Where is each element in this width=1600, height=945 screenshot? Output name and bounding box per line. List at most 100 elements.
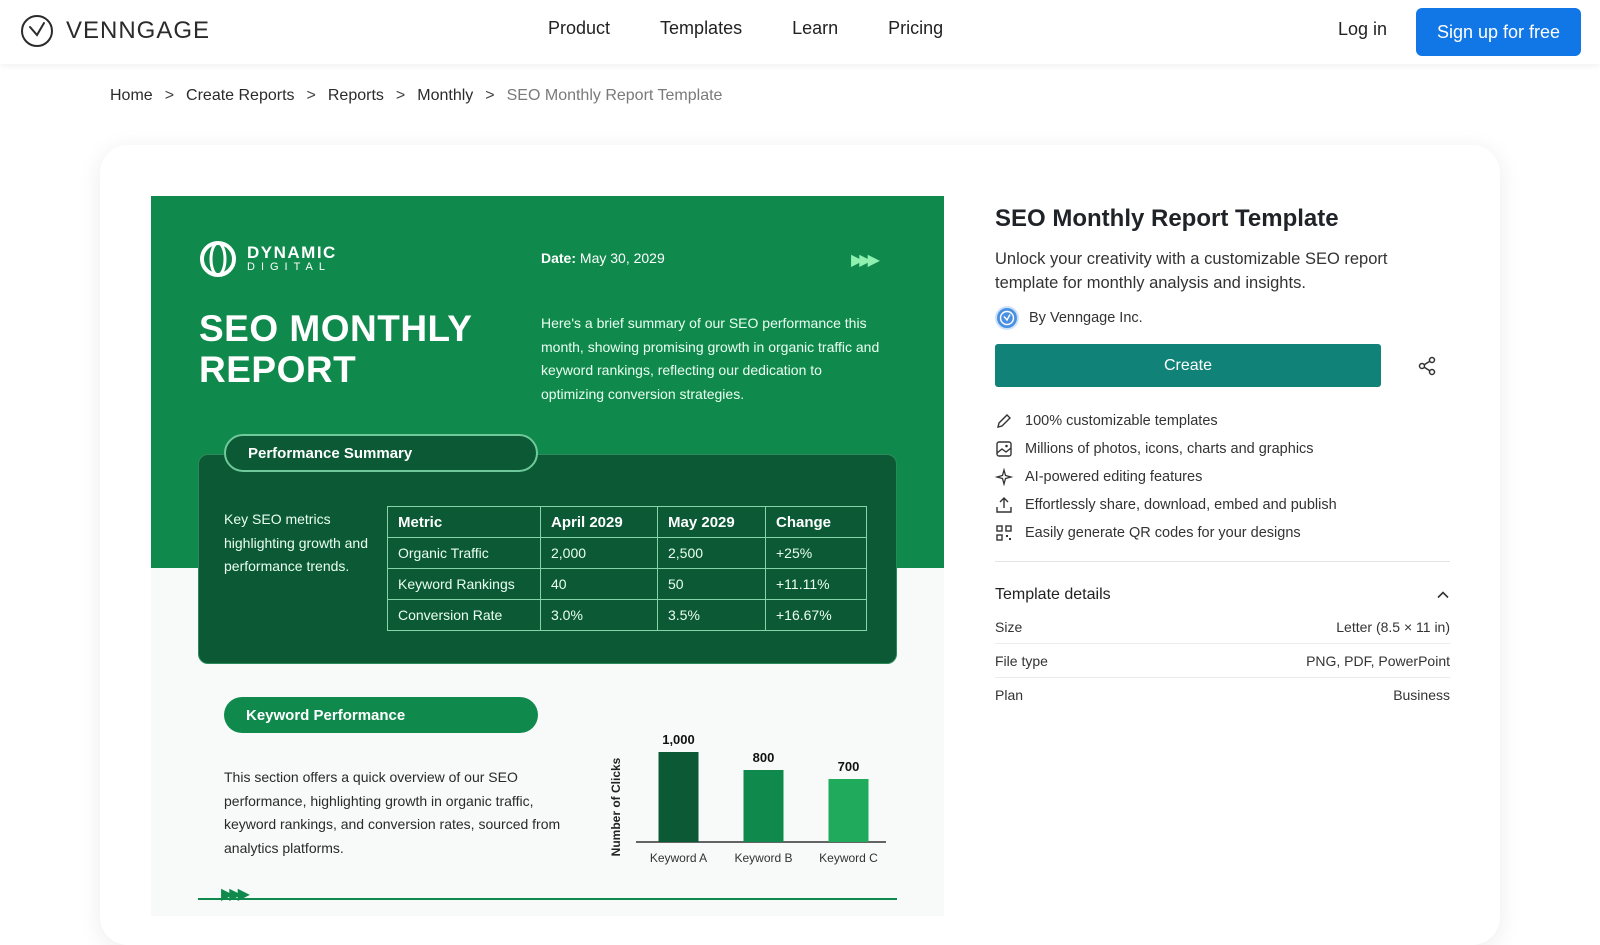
sparkle-icon: [995, 468, 1013, 486]
metrics-table: Metric April 2029 May 2029 Change Organi…: [387, 506, 867, 631]
preview-title-line1: SEO MONTHLY: [199, 308, 473, 349]
detail-label: Plan: [995, 687, 1024, 703]
template-details-title: Template details: [995, 586, 1111, 603]
breadcrumb-reports[interactable]: Reports: [327, 87, 384, 104]
chart-bar: [658, 752, 699, 842]
table-header: April 2029: [540, 506, 658, 538]
preview-arrows-icon: ▶▶▶: [851, 252, 880, 269]
venngage-avatar-icon: [999, 310, 1015, 326]
breadcrumb-current: SEO Monthly Report Template: [506, 87, 723, 104]
breadcrumb-monthly[interactable]: Monthly: [417, 87, 474, 104]
detail-row-plan: Plan Business: [995, 678, 1450, 712]
breadcrumb-create-reports[interactable]: Create Reports: [186, 87, 295, 104]
detail-row-size: Size Letter (8.5 × 11 in): [995, 610, 1450, 644]
template-details-toggle[interactable]: Template details: [995, 586, 1450, 604]
table-cell: 3.0%: [540, 599, 658, 631]
template-preview[interactable]: DYNAMIC DIGITAL Date: May 30, 2029 ▶▶▶ S…: [151, 196, 944, 916]
feature-text: Millions of photos, icons, charts and gr…: [1025, 441, 1314, 457]
table-cell: 2,000: [540, 537, 658, 569]
breadcrumb-separator: >: [395, 87, 406, 104]
keyword-performance-text: This section offers a quick overview of …: [224, 769, 561, 856]
template-title: SEO Monthly Report Template: [995, 205, 1339, 232]
detail-label: Size: [995, 618, 1023, 635]
signup-button[interactable]: Sign up for free: [1416, 8, 1581, 56]
list-item: Millions of photos, icons, charts and gr…: [995, 435, 1450, 463]
preview-date-label: Date:: [541, 250, 577, 266]
list-item: AI-powered editing features: [995, 463, 1450, 491]
table-cell: 50: [657, 568, 766, 600]
list-item: Effortlessly share, download, embed and …: [995, 491, 1450, 519]
action-row: Create: [995, 344, 1450, 387]
feature-text: 100% customizable templates: [1025, 413, 1218, 429]
preview-brand-line2: DIGITAL: [247, 261, 331, 273]
detail-value: Letter (8.5 × 11 in): [1336, 618, 1450, 635]
table-cell: 3.5%: [657, 599, 766, 631]
table-row: Organic Traffic 2,000 2,500 +25%: [387, 537, 867, 569]
preview-date-value: May 30, 2029: [579, 250, 665, 266]
venngage-logo[interactable]: VENNGAGE: [20, 14, 210, 48]
table-row: Conversion Rate 3.0% 3.5% +16.67%: [387, 599, 867, 631]
top-navigation-bar: VENNGAGE Product Templates Learn Pricing…: [0, 0, 1600, 64]
detail-row-file-type: File type PNG, PDF, PowerPoint: [995, 644, 1450, 678]
detail-label: File type: [995, 652, 1048, 669]
preview-brand: DYNAMIC DIGITAL: [199, 240, 337, 278]
chart-value-label: 800: [753, 750, 775, 765]
table-header: Metric: [387, 506, 541, 538]
table-row: Keyword Rankings 40 50 +11.11%: [387, 568, 867, 600]
performance-summary-text: Key SEO metrics highlighting growth and …: [224, 511, 368, 574]
breadcrumb-separator: >: [485, 87, 495, 104]
nav-learn[interactable]: Learn: [792, 18, 839, 38]
feature-text: Effortlessly share, download, embed and …: [1025, 497, 1337, 513]
template-author[interactable]: By Venngage Inc.: [995, 306, 1450, 330]
performance-summary-heading: Performance Summary: [224, 434, 538, 472]
breadcrumb-separator: >: [164, 87, 175, 104]
preview-divider: [198, 898, 897, 900]
keyword-performance-heading: Keyword Performance: [224, 697, 538, 733]
nav-pricing[interactable]: Pricing: [888, 18, 944, 38]
list-item: Easily generate QR codes for your design…: [995, 519, 1450, 547]
table-header: May 2029: [657, 506, 766, 538]
preview-date: Date: May 30, 2029: [541, 250, 665, 266]
create-button[interactable]: Create: [995, 344, 1381, 387]
table-cell: +16.67%: [765, 599, 867, 631]
brand-wordmark: VENNGAGE: [66, 17, 211, 44]
detail-value: Business: [1393, 687, 1450, 703]
template-details-list: Size Letter (8.5 × 11 in) File type PNG,…: [995, 610, 1450, 712]
divider: [995, 561, 1450, 562]
dynamic-digital-logo-icon: [200, 241, 236, 277]
chevron-up-icon: [1437, 591, 1449, 599]
chart-value-label: 700: [838, 759, 860, 774]
chart-y-axis-label: Number of Clicks: [609, 757, 623, 856]
pencil-icon: [995, 412, 1013, 430]
template-info-panel: SEO Monthly Report Template Unlock your …: [995, 205, 1450, 712]
share-icon[interactable]: [1415, 354, 1439, 378]
chart-value-label: 1,000: [662, 732, 695, 747]
nav-product[interactable]: Product: [548, 18, 611, 38]
list-item: 100% customizable templates: [995, 407, 1450, 435]
breadcrumb-home[interactable]: Home: [110, 87, 153, 104]
main-nav: Product Templates Learn Pricing: [548, 18, 943, 39]
feature-text: AI-powered editing features: [1025, 469, 1203, 485]
table-cell: 2,500: [657, 537, 766, 569]
feature-text: Easily generate QR codes for your design…: [1025, 525, 1301, 541]
breadcrumb: Home > Create Reports > Reports > Monthl…: [110, 87, 722, 105]
chart-category-label: Keyword C: [819, 851, 878, 865]
keyword-clicks-chart: Number of Clicks 1,000 Keyword A 800 Keyword…: [609, 732, 886, 865]
table-cell: 40: [540, 568, 658, 600]
venngage-logo-icon: [21, 15, 53, 47]
author-avatar: [995, 306, 1019, 330]
nav-templates[interactable]: Templates: [660, 18, 743, 38]
preview-bottom-arrows-icon: ▶▶▶: [221, 886, 250, 903]
table-cell: Organic Traffic: [387, 537, 541, 569]
detail-value: PNG, PDF, PowerPoint: [1306, 652, 1450, 669]
table-cell: +25%: [765, 537, 867, 569]
template-description: Unlock your creativity with a customizab…: [995, 250, 1388, 292]
login-link[interactable]: Log in: [1338, 19, 1388, 39]
table-cell: Conversion Rate: [387, 599, 541, 631]
chart-bar: [743, 770, 784, 842]
chart-category-label: Keyword A: [650, 851, 707, 865]
table-header: Change: [765, 506, 867, 538]
qr-code-icon: [995, 524, 1013, 542]
table-cell: Keyword Rankings: [387, 568, 541, 600]
preview-title-line2: REPORT: [199, 349, 357, 390]
